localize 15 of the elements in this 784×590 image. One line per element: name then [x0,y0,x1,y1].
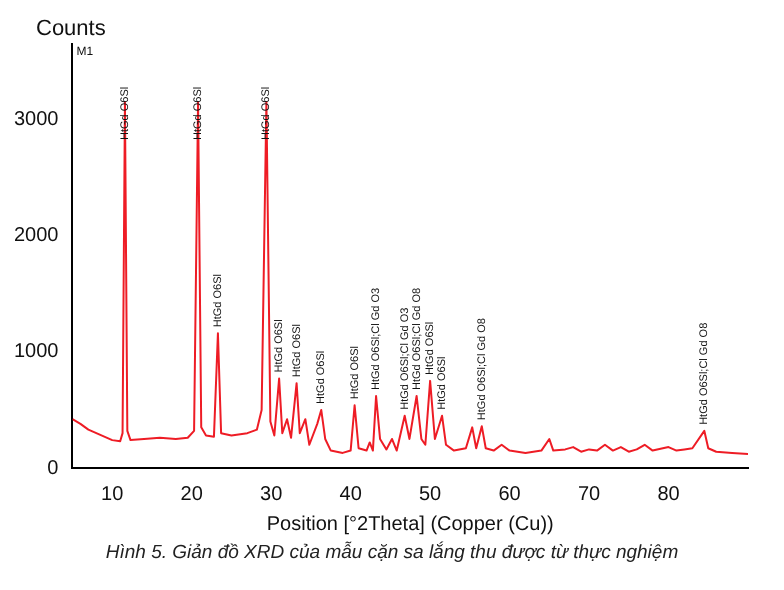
y-tick-label: 0 [47,457,60,480]
x-axis-title: Position [°2Theta] (Copper (Cu)) [266,513,554,536]
x-tick-label: 60 [498,483,522,506]
y-tick-label: 3000 [13,109,60,132]
y-tick-label: 1000 [13,341,60,364]
y-axis-title: Counts [36,17,107,42]
y-tick-label: 2000 [13,225,60,248]
x-tick-label: 30 [260,483,284,506]
x-tick-label: 70 [577,483,602,506]
x-tick-label: 40 [339,483,363,506]
x-tick-label: 50 [418,483,443,506]
x-tick-label: 20 [180,483,204,506]
x-tick-label: 80 [657,483,681,506]
x-tick-label: 10 [101,483,125,506]
text: Hình 5. Giản đồ XRD của mẫu cặn sa lắng thu được từ thực nghiệm [103,542,681,564]
